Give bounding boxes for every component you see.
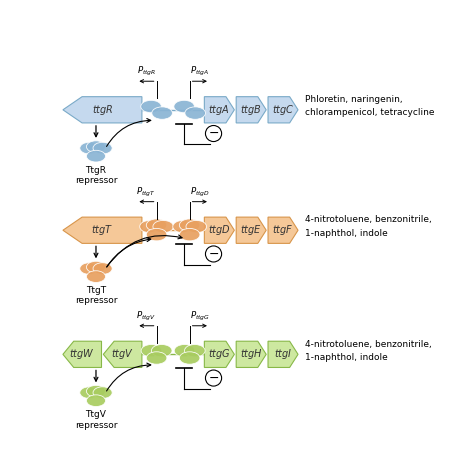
Text: $\it{ttgV}$: $\it{ttgV}$ (111, 347, 134, 361)
Text: −: − (208, 127, 219, 140)
Circle shape (205, 126, 222, 142)
Polygon shape (63, 217, 142, 243)
Text: $P_{\mathit{ttgA}}$: $P_{\mathit{ttgA}}$ (190, 65, 210, 78)
Ellipse shape (152, 345, 172, 357)
Text: $\it{ttgC}$: $\it{ttgC}$ (272, 103, 294, 117)
Polygon shape (268, 217, 298, 243)
Text: $\it{ttgB}$: $\it{ttgB}$ (240, 103, 262, 117)
Ellipse shape (93, 263, 112, 274)
Ellipse shape (93, 387, 112, 399)
Circle shape (205, 246, 222, 262)
Text: TtgT
repressor: TtgT repressor (75, 286, 117, 305)
Ellipse shape (146, 352, 167, 364)
FancyArrowPatch shape (107, 363, 151, 391)
Text: −: − (208, 372, 219, 384)
Polygon shape (63, 341, 101, 367)
Ellipse shape (86, 385, 106, 397)
FancyArrowPatch shape (107, 238, 151, 267)
Ellipse shape (184, 345, 205, 357)
Text: TtgV
repressor: TtgV repressor (75, 410, 117, 429)
Polygon shape (204, 341, 234, 367)
Text: $\it{ttgD}$: $\it{ttgD}$ (208, 223, 231, 237)
Ellipse shape (153, 220, 173, 233)
Polygon shape (236, 341, 266, 367)
Ellipse shape (146, 228, 167, 241)
Text: 4-nitrotoluene, benzonitrile,
1-naphthol, indole: 4-nitrotoluene, benzonitrile, 1-naphthol… (305, 339, 432, 362)
Ellipse shape (86, 271, 106, 283)
Polygon shape (103, 341, 142, 367)
Text: $\it{ttgF}$: $\it{ttgF}$ (272, 223, 294, 237)
Text: $\it{ttgA}$: $\it{ttgA}$ (209, 103, 230, 117)
Text: $\it{ttgI}$: $\it{ttgI}$ (274, 347, 292, 361)
Ellipse shape (86, 141, 106, 153)
Polygon shape (236, 217, 266, 243)
Polygon shape (268, 341, 298, 367)
Polygon shape (204, 97, 234, 123)
Ellipse shape (93, 142, 112, 154)
Text: $P_{\mathit{ttgT}}$: $P_{\mathit{ttgT}}$ (137, 186, 156, 199)
Circle shape (205, 370, 222, 386)
Ellipse shape (174, 345, 195, 357)
Text: $P_{\mathit{ttgG}}$: $P_{\mathit{ttgG}}$ (190, 310, 210, 323)
Ellipse shape (80, 387, 99, 399)
Ellipse shape (86, 261, 106, 273)
Ellipse shape (80, 263, 99, 274)
Polygon shape (268, 97, 298, 123)
Text: Phloretin, naringenin,
chlorampenicol, tetracycline: Phloretin, naringenin, chlorampenicol, t… (305, 95, 435, 117)
Ellipse shape (179, 352, 200, 364)
Ellipse shape (174, 100, 194, 113)
Text: $\it{ttgR}$: $\it{ttgR}$ (91, 103, 113, 117)
Polygon shape (236, 97, 266, 123)
Text: $\it{ttgH}$: $\it{ttgH}$ (240, 347, 263, 361)
Ellipse shape (152, 107, 173, 119)
Ellipse shape (140, 220, 160, 233)
Ellipse shape (141, 100, 161, 113)
Polygon shape (204, 217, 234, 243)
Ellipse shape (80, 142, 99, 154)
Ellipse shape (146, 219, 167, 231)
Ellipse shape (86, 150, 106, 162)
Text: −: − (208, 247, 219, 261)
Text: $\it{ttgW}$: $\it{ttgW}$ (69, 347, 95, 361)
Ellipse shape (86, 395, 106, 407)
FancyArrowPatch shape (107, 235, 182, 267)
Text: $\it{ttgG}$: $\it{ttgG}$ (208, 347, 231, 361)
Text: $P_{\mathit{ttgV}}$: $P_{\mathit{ttgV}}$ (136, 310, 156, 323)
Ellipse shape (186, 220, 207, 233)
FancyArrowPatch shape (107, 118, 151, 146)
Text: TtgR
repressor: TtgR repressor (75, 165, 117, 185)
Polygon shape (63, 97, 142, 123)
Ellipse shape (141, 345, 162, 357)
Text: $P_{\mathit{ttgD}}$: $P_{\mathit{ttgD}}$ (190, 186, 210, 199)
Ellipse shape (179, 228, 200, 241)
Ellipse shape (185, 107, 205, 119)
Text: 4-nitrotoluene, benzonitrile,
1-naphthol, indole: 4-nitrotoluene, benzonitrile, 1-naphthol… (305, 216, 432, 237)
Ellipse shape (179, 219, 200, 231)
Text: $\it{ttgE}$: $\it{ttgE}$ (240, 223, 262, 237)
Text: $P_{\mathit{ttgR}}$: $P_{\mathit{ttgR}}$ (137, 65, 156, 78)
Ellipse shape (173, 220, 193, 233)
Text: $\it{ttgT}$: $\it{ttgT}$ (91, 223, 114, 237)
